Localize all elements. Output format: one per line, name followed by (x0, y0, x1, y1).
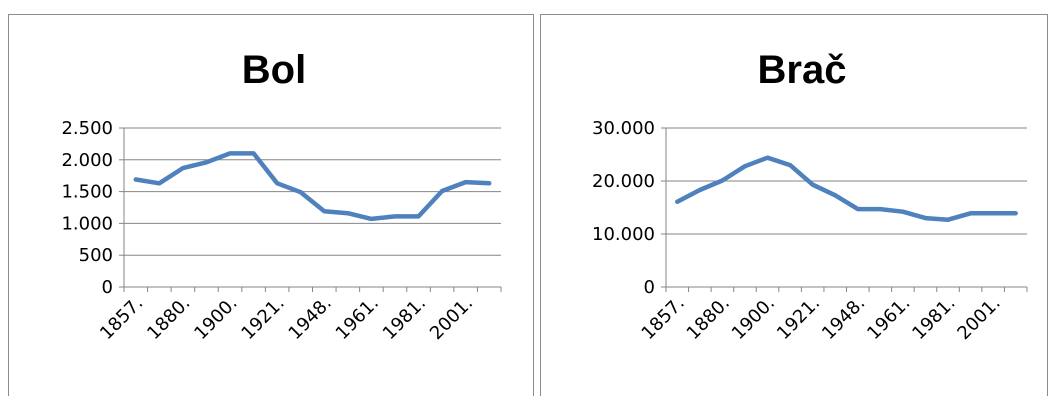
series-line (675, 155, 1018, 222)
data-point (743, 164, 747, 168)
data-point (417, 214, 421, 218)
data-point (440, 189, 444, 193)
x-tick-label: 1921. (237, 293, 288, 344)
y-tick-label: 10.000 (592, 224, 655, 245)
data-point (181, 166, 185, 170)
y-tick-label: 2.000 (61, 150, 113, 171)
x-tick-label: 1880. (683, 293, 734, 344)
chart-panel-brac: Brač 0 10.000 20.000 30.000 1857. 1880. 1900. 19… (540, 14, 1048, 396)
y-tick-label: 0 (644, 277, 655, 298)
data-point (157, 181, 161, 185)
x-tick-label: 1921. (773, 293, 824, 344)
x-tick-label: 1857. (96, 293, 147, 344)
data-point (393, 214, 397, 218)
data-point (946, 218, 950, 222)
y-tick-label: 1.000 (61, 213, 113, 234)
data-point (252, 151, 256, 155)
data-point (322, 209, 326, 213)
data-point (856, 207, 860, 211)
chart-panel-bol: Bol 0 500 1.000 1.500 2.000 2.500 1857. 1880. 190… (8, 14, 534, 396)
data-point (788, 163, 792, 167)
data-point (487, 181, 491, 185)
x-tick-label: 1900. (190, 293, 241, 344)
chart-brac: Brač010.00020.00030.0001857.1880.1900.19… (592, 48, 1028, 344)
data-point (1014, 211, 1018, 215)
data-point (464, 180, 468, 184)
data-point (811, 183, 815, 187)
x-tick-label: 1961. (332, 293, 383, 344)
data-point (720, 178, 724, 182)
data-point (346, 211, 350, 215)
data-point (299, 190, 303, 194)
data-point (833, 193, 837, 197)
data-point (675, 200, 679, 204)
data-point (969, 211, 973, 215)
data-point (228, 151, 232, 155)
y-tick-label: 1.500 (61, 182, 113, 203)
series-line (133, 151, 492, 222)
chart-title: Bol (242, 48, 306, 92)
chart-bol: Bol 0 500 1.000 1.500 2.000 2.500 1857.1880.190… (61, 48, 502, 344)
y-tick-label: 2.500 (61, 118, 113, 139)
data-point (698, 188, 702, 192)
y-tick-label: 500 (79, 245, 113, 266)
x-tick-label: 1981. (908, 293, 959, 344)
data-point (766, 156, 770, 160)
data-point (901, 210, 905, 214)
y-tick-label: 0 (102, 277, 113, 298)
chart-title: Brač (758, 48, 847, 92)
data-point (923, 216, 927, 220)
data-point (275, 181, 279, 185)
data-point (991, 211, 995, 215)
x-tick-label: 2001. (426, 293, 477, 344)
data-point (369, 217, 373, 221)
y-tick-label: 30.000 (592, 118, 655, 139)
x-tick-label: 1948. (285, 293, 336, 344)
data-point (134, 178, 138, 182)
x-tick-label: 1900. (728, 293, 779, 344)
x-tick-label: 1880. (143, 293, 194, 344)
data-point (204, 160, 208, 164)
data-point (878, 207, 882, 211)
x-tick-label: 2001. (953, 293, 1004, 344)
x-tick-label: 1857. (638, 293, 689, 344)
x-tick-label: 1948. (818, 293, 869, 344)
x-tick-label: 1981. (379, 293, 430, 344)
x-tick-label: 1961. (863, 293, 914, 344)
y-tick-label: 20.000 (592, 171, 655, 192)
